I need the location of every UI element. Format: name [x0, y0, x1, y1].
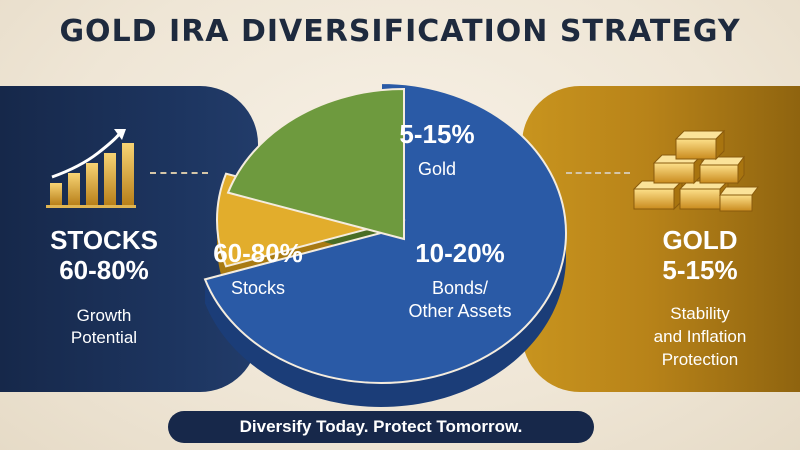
allocation-pie-chart: 60-80% Stocks 5-15% Gold 10-20% Bonds/Other A… — [203, 81, 567, 407]
pie-label-name-bonds-other-assets: Bonds/ — [432, 278, 488, 298]
gold-bars-icon — [632, 129, 759, 212]
stocks-panel-title: STOCKS 60-80% — [14, 225, 194, 285]
gold-panel-title-line1: GOLD — [662, 225, 738, 255]
gold-panel-subtitle-line3: Protection — [661, 350, 739, 369]
left-connector-line — [150, 172, 208, 174]
gold-panel-subtitle-line2: and Inflation — [653, 327, 747, 346]
pie-label-range-gold: 5-15% — [399, 119, 474, 149]
stocks-panel-subtitle: Growth Potential — [14, 305, 194, 349]
rising-bar-chart-icon — [46, 129, 136, 208]
pie-label-name-bonds-other-assets: Other Assets — [408, 301, 511, 321]
pie-label-range-bonds-other-assets: 10-20% — [415, 238, 505, 268]
pie-slice-bonds-other-assets — [226, 87, 405, 241]
tagline-banner: Diversify Today. Protect Tomorrow. — [168, 411, 594, 443]
right-connector-line — [566, 172, 630, 174]
pie-label-name-stocks: Stocks — [231, 278, 285, 298]
pie-label-name-gold: Gold — [418, 159, 456, 179]
gold-panel-subtitle: Stability and Inflation Protection — [604, 302, 796, 371]
gold-panel-subtitle-line1: Stability — [670, 304, 730, 323]
gold-panel — [522, 86, 800, 392]
stocks-panel-title-line2: 60-80% — [59, 255, 149, 285]
pie-slice-side-stocks — [205, 233, 566, 407]
stocks-panel-subtitle-line1: Growth — [76, 306, 132, 325]
gold-panel-title-line2: 5-15% — [662, 255, 738, 285]
pie-label-range-stocks: 60-80% — [213, 238, 303, 268]
page-title: GOLD IRA DIVERSIFICATION STRATEGY — [59, 14, 741, 49]
stocks-panel-title-line1: STOCKS — [50, 225, 158, 255]
stocks-panel — [0, 86, 258, 392]
stocks-panel-subtitle-line2: Potential — [70, 328, 138, 347]
gold-panel-title: GOLD 5-15% — [610, 225, 790, 285]
